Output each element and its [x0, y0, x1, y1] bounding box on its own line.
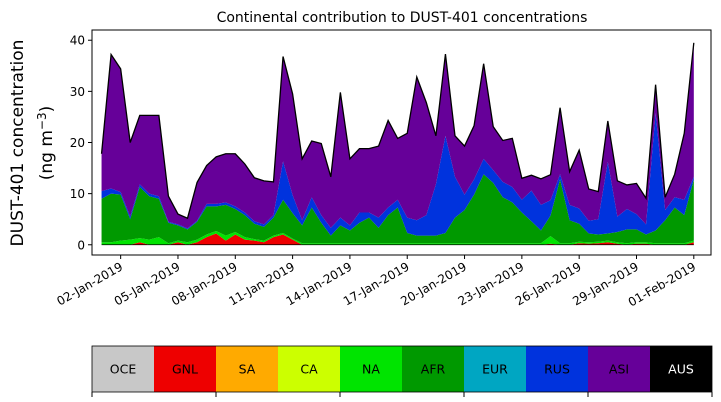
- y-tick-label: 10: [70, 187, 85, 201]
- legend-swatch-rus: [526, 346, 588, 392]
- y-axis-label-units-prefix: (ng m: [37, 130, 57, 180]
- area-afr: [101, 174, 694, 244]
- legend-label-ca: CA: [300, 362, 318, 377]
- legend-swatch-afr: [402, 346, 464, 392]
- legend-frame: [91, 345, 713, 393]
- stacked-areas: [100, 42, 695, 246]
- area-asi: [101, 42, 694, 229]
- legend-swatch-aus: [650, 346, 712, 392]
- y-axis-ticks: 0 10 20 30 40: [70, 34, 92, 252]
- y-tick-label: 20: [70, 136, 85, 150]
- y-axis-label-units: (ng m−3): [35, 106, 57, 181]
- x-axis-ticks: 02-Jan-201905-Jan-201908-Jan-201911-Jan-…: [54, 255, 698, 309]
- legend-swatch-ca: [278, 346, 340, 392]
- legend-swatch-gnl: [154, 346, 216, 392]
- legend-label-aus: AUS: [668, 362, 694, 377]
- total-outline: [100, 42, 695, 220]
- legend-swatch-sa: [216, 346, 278, 392]
- legend-label-sa: SA: [239, 362, 256, 377]
- y-tick-label: 30: [70, 85, 85, 99]
- legend-swatch-na: [340, 346, 402, 392]
- legend-label-oce: OCE: [110, 362, 137, 377]
- legend-label-gnl: GNL: [172, 362, 198, 377]
- y-axis-label: DUST-401 concentration: [8, 40, 28, 247]
- y-tick-label: 40: [70, 34, 85, 48]
- legend-colorbar: OCE GNL SA CA NA AFR EUR RUS ASI AUS: [91, 345, 713, 397]
- y-axis-label-units-suffix: ): [37, 106, 57, 113]
- legend-swatch-oce: [92, 346, 154, 392]
- y-axis-label-units-exponent: −3: [35, 112, 49, 130]
- legend-label-rus: RUS: [544, 362, 570, 377]
- legend-label-asi: ASI: [609, 362, 629, 377]
- area-gnl: [101, 233, 694, 245]
- chart-title: Continental contribution to DUST-401 con…: [217, 10, 588, 26]
- plot-frame: [91, 29, 712, 256]
- legend-label-na: NA: [362, 362, 380, 377]
- legend-label-eur: EUR: [482, 362, 508, 377]
- legend-swatch-asi: [588, 346, 650, 392]
- legend-label-afr: AFR: [421, 362, 446, 377]
- area-na: [101, 230, 694, 245]
- area-rus: [101, 112, 694, 236]
- legend-swatch-eur: [464, 346, 526, 392]
- y-tick-label: 0: [77, 238, 85, 252]
